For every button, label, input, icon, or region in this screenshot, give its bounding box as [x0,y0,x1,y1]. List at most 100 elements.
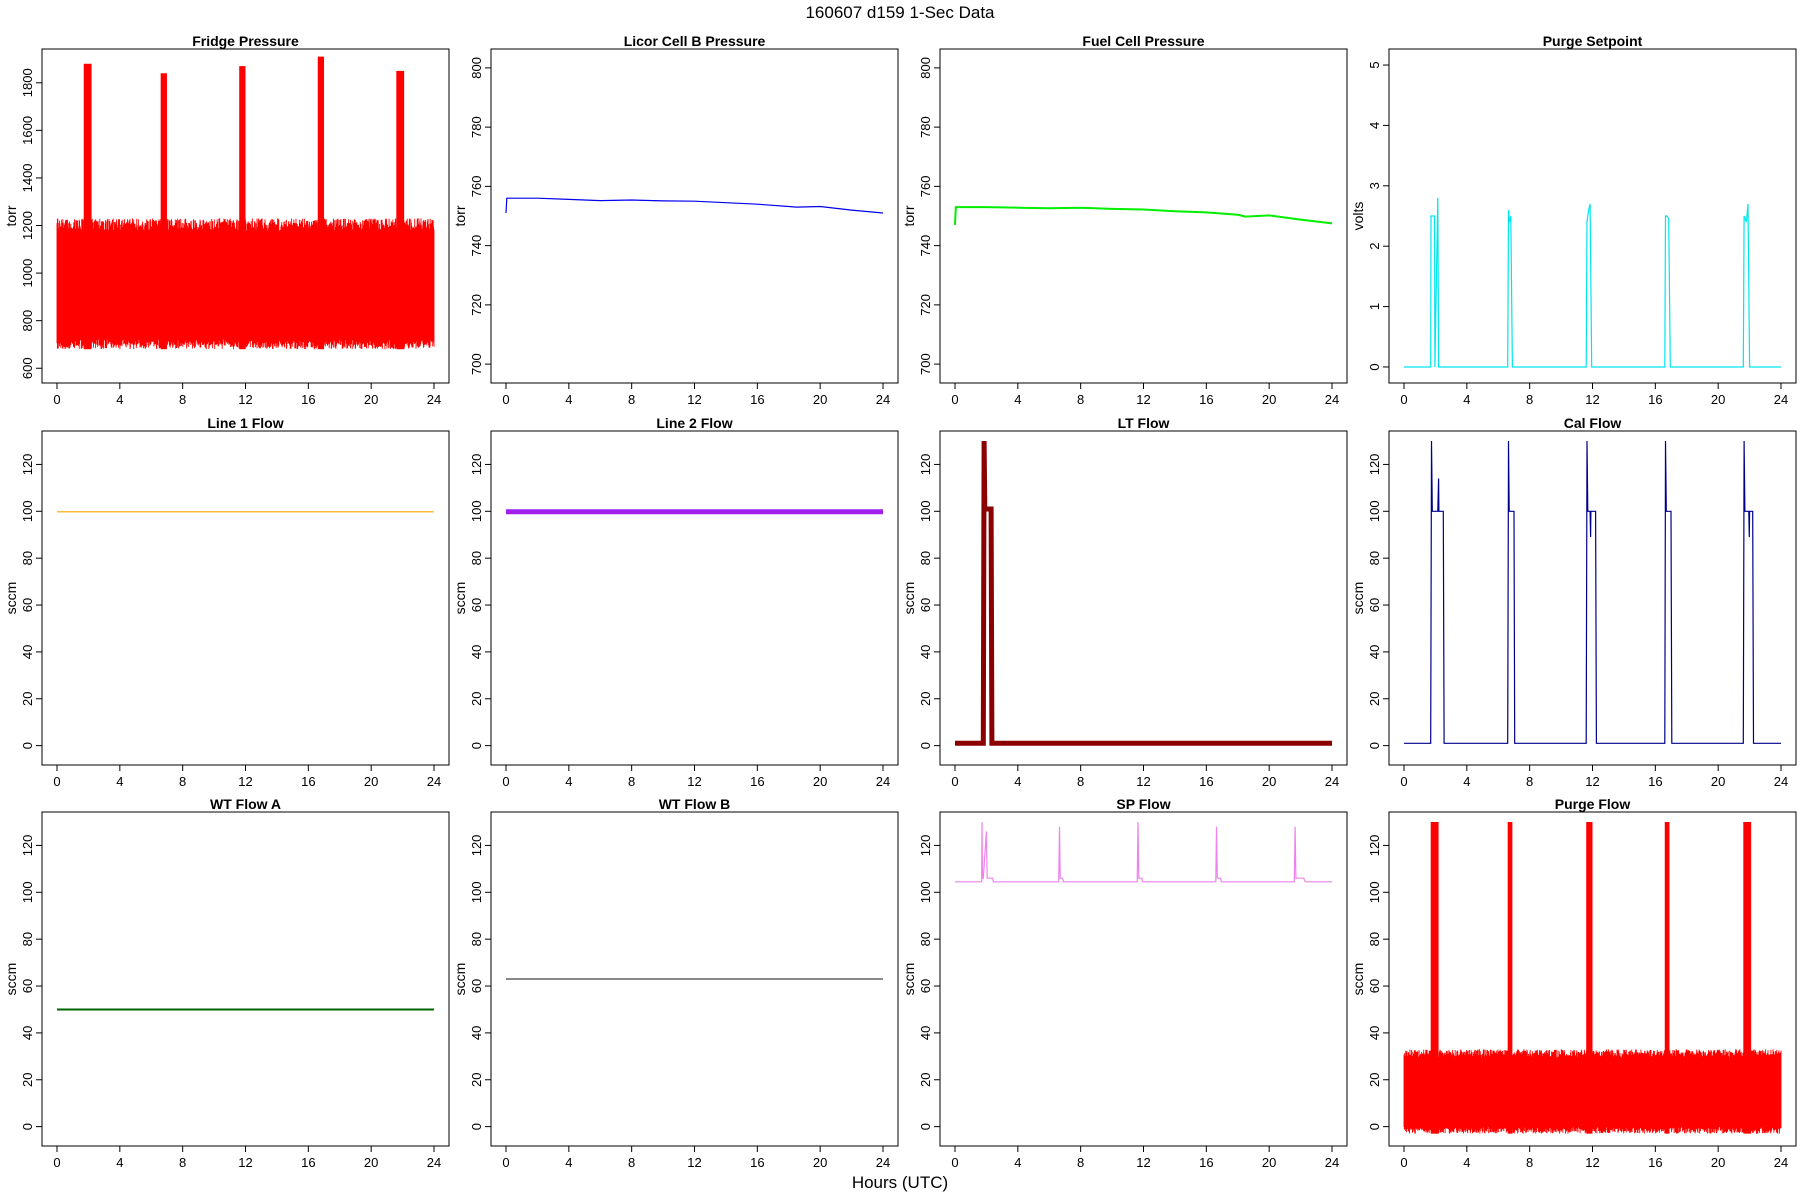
series-lt_flow [955,440,1332,746]
x-tick-label: 4 [116,392,123,407]
panel-title: Fuel Cell Pressure [1082,33,1204,49]
panel-title: Licor Cell B Pressure [624,33,766,49]
x-tick-label: 16 [750,392,764,407]
series-line [954,206,1333,225]
y-tick-label: 800 [469,57,484,79]
y-tick-label: 100 [918,881,933,903]
y-tick-label: 80 [1367,551,1382,565]
x-tick-label: 16 [1648,1155,1662,1170]
y-tick-label: 40 [20,1026,35,1040]
y-tick-label: 120 [1367,454,1382,476]
x-tick-label: 4 [565,392,572,407]
y-axis-label: sccm [901,963,917,996]
x-tick-label: 12 [1585,774,1599,789]
x-tick-label: 12 [687,392,701,407]
y-tick-label: 20 [20,1073,35,1087]
y-tick-label: 120 [1367,835,1382,857]
y-tick-label: 1000 [20,259,35,288]
y-tick-label: 120 [469,454,484,476]
y-axis-label: torr [452,205,468,226]
panel-purge_flow: Purge Flow sccm 0 4 8 12 16 20 24 0 20 40 60 80 100 120 [1350,796,1797,1170]
y-tick-label: 120 [918,835,933,857]
y-axis-label: sccm [452,582,468,615]
spike-purge_flow [1430,822,1439,1134]
y-tick-label: 1400 [20,163,35,192]
y-tick-label: 760 [918,176,933,198]
x-tick-label: 12 [1585,392,1599,407]
panel-title: Fridge Pressure [192,33,299,49]
y-tick-label: 20 [469,692,484,706]
y-tick-label: 780 [469,116,484,138]
x-tick-label: 0 [502,774,509,789]
y-tick-label: 4 [1367,122,1382,129]
x-tick-label: 8 [1077,1155,1084,1170]
x-tick-label: 20 [1262,1155,1276,1170]
x-tick-label: 20 [1262,392,1276,407]
x-tick-label: 20 [1711,1155,1725,1170]
y-tick-label: 100 [1367,500,1382,522]
x-tick-label: 4 [1463,392,1470,407]
y-tick-label: 40 [1367,1026,1382,1040]
x-tick-label: 16 [1199,392,1213,407]
spike-fridge_pressure [160,73,167,350]
series-fridge_pressure [56,56,435,350]
x-tick-label: 8 [1526,1155,1533,1170]
x-tick-label: 0 [1400,774,1407,789]
y-tick-label: 60 [918,598,933,612]
y-axis-label: sccm [1350,582,1366,615]
y-tick-label: 700 [918,353,933,375]
panel-title: Purge Flow [1555,796,1631,812]
y-tick-label: 60 [20,598,35,612]
y-tick-label: 1200 [20,211,35,240]
y-tick-label: 20 [1367,1073,1382,1087]
x-tick-label: 8 [1077,774,1084,789]
x-tick-label: 8 [628,774,635,789]
x-tick-label: 8 [1526,392,1533,407]
x-tick-label: 0 [53,392,60,407]
y-tick-label: 120 [469,835,484,857]
y-axis-label: volts [1350,202,1366,231]
plot-frame [490,430,899,766]
x-tick-label: 4 [1014,392,1021,407]
x-tick-label: 0 [1400,392,1407,407]
x-tick-label: 20 [1262,774,1276,789]
x-tick-label: 24 [1774,774,1788,789]
x-tick-label: 0 [1400,1155,1407,1170]
y-tick-label: 60 [1367,598,1382,612]
series-line [955,440,1332,746]
y-tick-label: 720 [918,294,933,316]
y-tick-label: 0 [1367,363,1382,370]
panel-title: SP Flow [1116,796,1170,812]
x-tick-label: 24 [427,392,441,407]
x-tick-label: 24 [1325,392,1339,407]
x-tick-label: 12 [238,392,252,407]
x-tick-label: 4 [565,1155,572,1170]
y-tick-label: 80 [1367,932,1382,946]
panel-line_1_flow: Line 1 Flow sccm 0 4 8 12 16 20 24 0 20 40 60 80 100 12… [3,415,450,789]
x-tick-label: 0 [502,392,509,407]
x-tick-label: 0 [951,1155,958,1170]
y-tick-label: 0 [918,742,933,749]
x-tick-label: 0 [951,774,958,789]
x-tick-label: 8 [179,1155,186,1170]
x-tick-label: 16 [301,392,315,407]
plot-frame [490,48,899,384]
x-tick-label: 8 [1526,774,1533,789]
panel-line_2_flow: Line 2 Flow sccm 0 4 8 12 16 20 24 0 20 40 60 80 100 12… [452,415,899,789]
y-tick-label: 120 [20,835,35,857]
series-line [955,821,1332,883]
x-tick-label: 24 [876,392,890,407]
spike-fridge_pressure [396,70,405,350]
y-tick-label: 80 [469,932,484,946]
x-tick-label: 4 [1014,774,1021,789]
y-tick-label: 0 [20,742,35,749]
figure-title: 160607 d159 1-Sec Data [805,3,995,22]
noise-band [56,218,435,350]
x-tick-label: 8 [628,1155,635,1170]
x-tick-label: 4 [116,1155,123,1170]
y-tick-label: 40 [469,645,484,659]
y-tick-label: 60 [469,598,484,612]
